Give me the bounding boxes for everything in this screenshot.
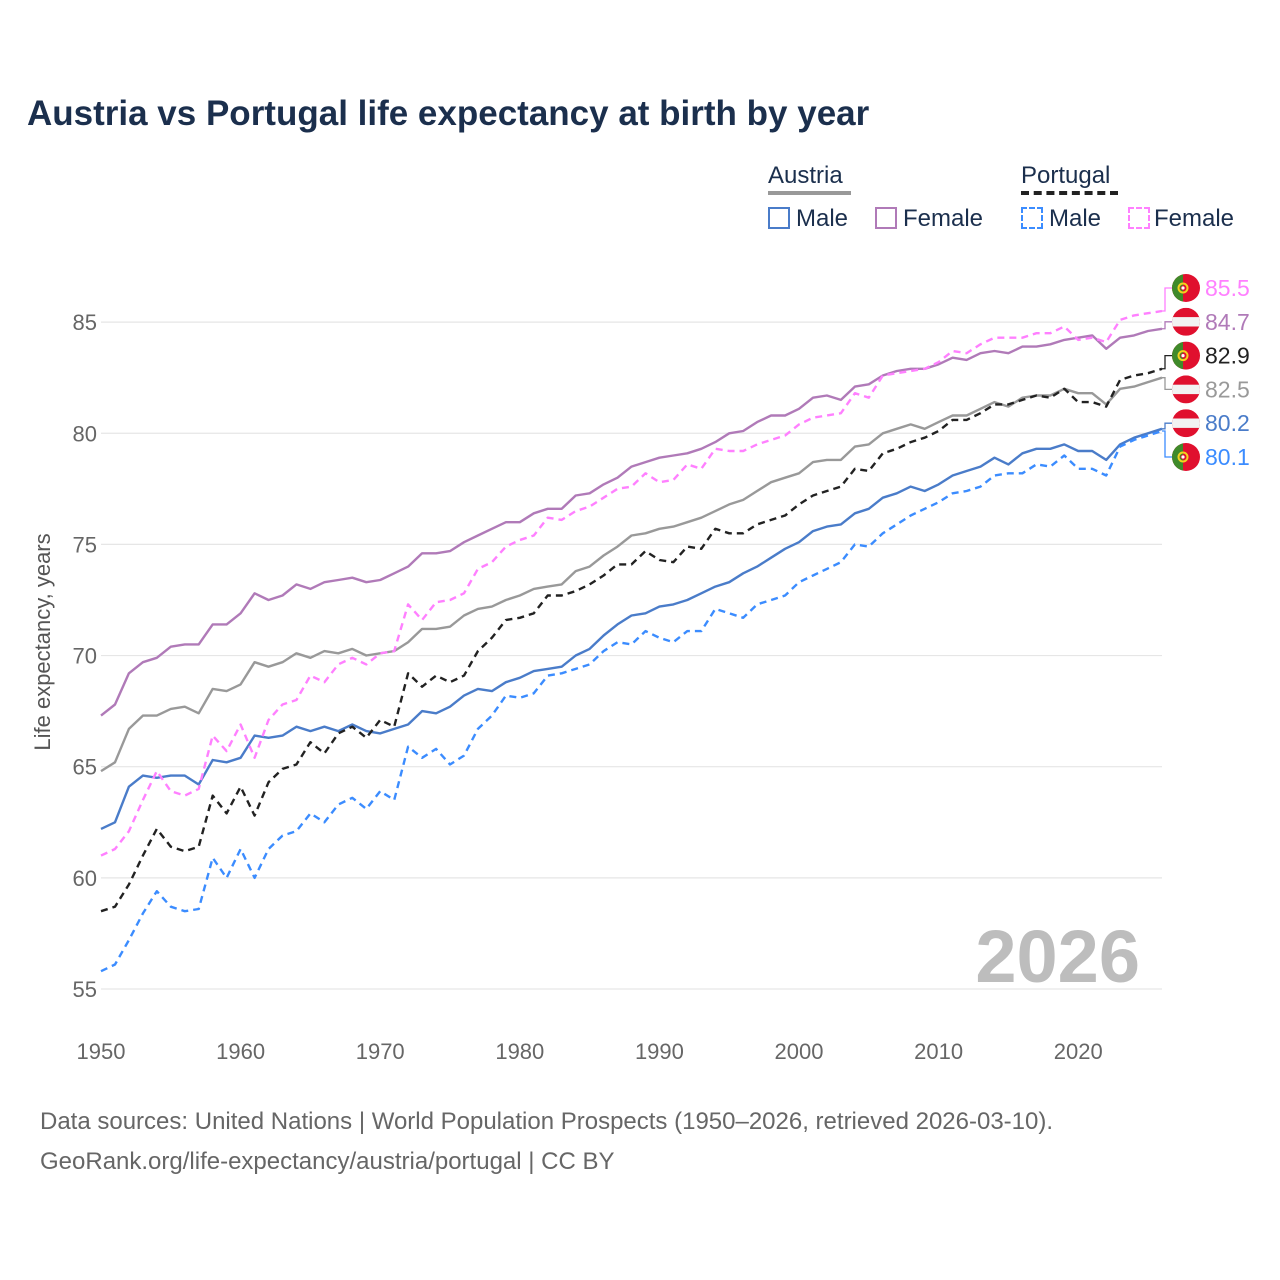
year-watermark: 2026: [975, 915, 1140, 998]
x-tick-label: 2010: [914, 1039, 963, 1064]
end-value-label: 85.5: [1205, 275, 1250, 301]
legend-austria-total-line: [768, 191, 851, 195]
end-label-austria-total: 82.5: [1162, 375, 1250, 404]
legend-austria-male[interactable]: Male: [768, 205, 848, 233]
end-value-label: 82.9: [1205, 343, 1250, 369]
series-lines: [100, 309, 1163, 973]
y-tick-label: 85: [73, 310, 97, 335]
series-line-portugal-female[interactable]: [100, 309, 1163, 857]
legend-portugal-female[interactable]: Female: [1128, 205, 1234, 233]
legend-swatch: [1021, 207, 1043, 229]
end-label-austria-male: 80.2: [1162, 409, 1250, 438]
series-line-austria-total[interactable]: [100, 376, 1163, 773]
legend-austria-female[interactable]: Female: [875, 205, 983, 233]
x-tick-label: 1960: [216, 1039, 265, 1064]
end-labels: 85.5 84.7 82.9 82.5 80.2 80.1: [1162, 274, 1250, 471]
y-tick-label: 80: [73, 421, 97, 446]
end-value-label: 82.5: [1205, 376, 1250, 402]
source-link[interactable]: GeoRank.org/life-expectancy/austria/port…: [40, 1148, 615, 1175]
x-tick-label: 1950: [77, 1039, 126, 1064]
austria-flag-icon: [1172, 307, 1200, 336]
legend-label: Female: [1154, 205, 1235, 232]
end-value-label: 80.2: [1205, 410, 1250, 436]
portugal-flag-icon: [1172, 443, 1200, 471]
source-text: Data sources: United Nations | World Pop…: [40, 1108, 1054, 1135]
legend-portugal-total-line: [1021, 191, 1118, 195]
y-tick-label: 70: [73, 644, 97, 669]
y-tick-label: 75: [73, 532, 97, 557]
y-tick-label: 65: [73, 755, 97, 780]
end-label-portugal-total: 82.9: [1162, 341, 1250, 370]
legend-label: Female: [903, 205, 984, 232]
austria-flag-icon: [1172, 375, 1200, 404]
end-label-portugal-female: 85.5: [1162, 274, 1250, 312]
grid: 55 60 65 70 75 80 85 1950 1960 1970 1980 1990 2000 20…: [73, 310, 1162, 1064]
end-label-portugal-male: 80.1: [1162, 430, 1250, 471]
y-axis-label: Life expectancy, years: [30, 533, 55, 750]
y-tick-label: 60: [73, 866, 97, 891]
x-tick-label: 2000: [775, 1039, 824, 1064]
series-line-austria-male[interactable]: [100, 427, 1163, 830]
legend-portugal-male[interactable]: Male: [1021, 205, 1101, 233]
legend-group-portugal: Portugal: [1021, 162, 1111, 189]
portugal-flag-icon: [1172, 274, 1200, 302]
label-connector: [1162, 287, 1172, 312]
x-tick-label: 2020: [1054, 1039, 1103, 1064]
chart-title: Austria vs Portugal life expectancy at b…: [27, 94, 870, 133]
legend-swatch: [875, 207, 897, 229]
series-line-austria-female[interactable]: [100, 327, 1163, 717]
series-line-portugal-total[interactable]: [100, 367, 1163, 913]
legend-swatch: [1128, 207, 1150, 229]
legend-label: Male: [1049, 205, 1102, 232]
legend-swatch: [768, 207, 790, 229]
x-tick-label: 1990: [635, 1039, 684, 1064]
label-connector: [1162, 354, 1172, 370]
end-value-label: 84.7: [1205, 309, 1250, 335]
portugal-flag-icon: [1172, 341, 1200, 370]
series-line-portugal-male[interactable]: [100, 429, 1163, 973]
label-connector: [1162, 321, 1172, 330]
legend-group-austria: Austria: [768, 162, 843, 189]
label-connector: [1162, 422, 1172, 430]
label-connector: [1162, 430, 1172, 458]
y-tick-label: 55: [73, 977, 97, 1002]
label-connector: [1162, 377, 1172, 391]
austria-flag-icon: [1172, 409, 1200, 438]
x-tick-label: 1970: [356, 1039, 405, 1064]
legend-label: Male: [796, 205, 849, 232]
end-value-label: 80.1: [1205, 444, 1250, 470]
x-tick-label: 1980: [495, 1039, 544, 1064]
end-label-austria-female: 84.7: [1162, 307, 1250, 336]
